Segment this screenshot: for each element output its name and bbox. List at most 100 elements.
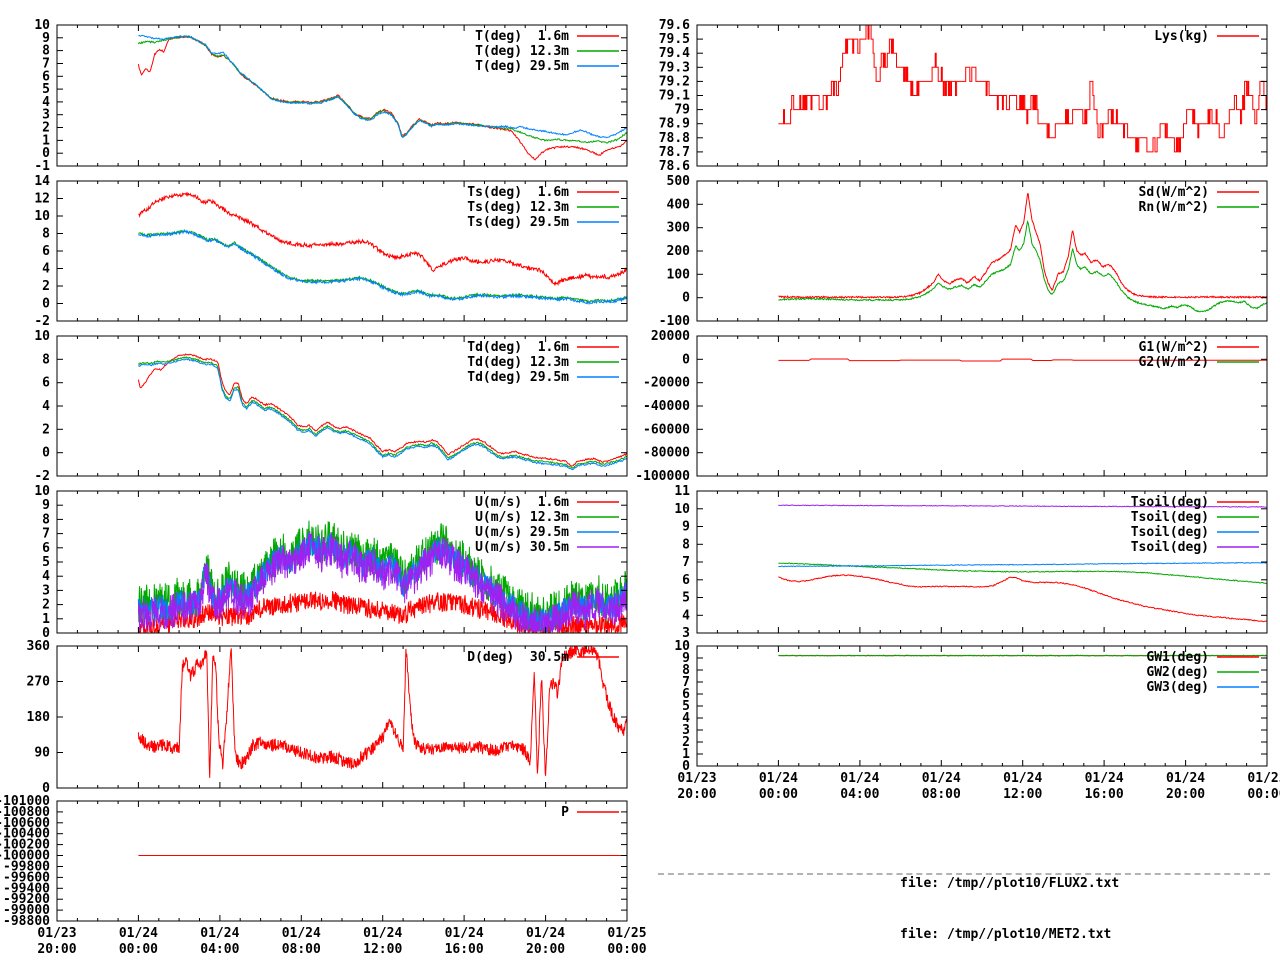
x-tick-label: 01/24 (1085, 771, 1124, 786)
legend-label: P (561, 805, 569, 820)
chart-D: 360 270 180 90 0 D(deg) 30.5m (27, 639, 628, 796)
x-tick-label: 01/24 (1166, 771, 1205, 786)
footer-file-line1: file: /tmp//plot10/FLUX2.txt (900, 876, 1120, 891)
y-tick-label: 10 (34, 329, 50, 344)
y-tick-label: 200 (667, 244, 691, 259)
y-tick-label: 10 (674, 639, 690, 654)
y-tick-label: 8 (42, 227, 50, 242)
y-tick-label: 6 (682, 573, 690, 588)
y-tick-label: 300 (667, 221, 691, 236)
y-tick-label: -101000 (0, 794, 50, 809)
plot-border (696, 24, 1268, 167)
legend-label: T(deg) 29.5m (475, 59, 569, 74)
y-tick-label: 12 (34, 192, 50, 207)
legend-label: GW2(deg) (1146, 665, 1209, 680)
y-tick-label: 400 (667, 197, 691, 212)
y-tick-label: 79.4 (659, 46, 690, 61)
legend-label: Sd(W/m^2) (1139, 185, 1209, 200)
legend-Rad: Sd(W/m^2)Rn(W/m^2) (1139, 185, 1259, 215)
y-tick-label: 5 (42, 555, 50, 570)
legend-label: Rn(W/m^2) (1139, 200, 1209, 215)
x-tick-label: 01/23 (677, 771, 716, 786)
y-tick-label: -60000 (643, 422, 690, 437)
y-tick-label: 4 (682, 711, 690, 726)
chart-Rad: 500 400 300 200 100 0 -100 Sd(W/m^2)Rn(W/m^2) (659, 174, 1268, 329)
y-tick-label: -99600 (3, 870, 50, 885)
x-tick-label: 04:00 (840, 787, 879, 802)
x-tick-label: 08:00 (922, 787, 961, 802)
x-tick-label: 20:00 (37, 942, 76, 957)
legend-U: U(m/s) 1.6mU(m/s) 12.3mU(m/s) 29.5mU(m/s… (475, 495, 619, 555)
y-tick-label: 10 (34, 484, 50, 499)
y-tick-label: 3 (682, 723, 690, 738)
x-tick-label: 01/25 (1247, 771, 1280, 786)
y-tick-label: -1 (34, 159, 50, 174)
legend-label: T(deg) 1.6m (475, 29, 569, 44)
y-tick-label: 0 (42, 146, 50, 161)
y-tick-label: -100200 (0, 838, 50, 853)
x-tick-label: 01/24 (200, 926, 239, 941)
legend-Tsoil: Tsoil(deg)Tsoil(deg)Tsoil(deg)Tsoil(deg) (1131, 495, 1259, 555)
series-line-Td-0 (137, 353, 627, 467)
x-tick-label: 01/23 (37, 926, 76, 941)
legend-label: Td(deg) 12.3m (467, 355, 569, 370)
legend-G: G1(W/m^2)G2(W/m^2) (1139, 340, 1259, 370)
legend-label: U(m/s) 12.3m (475, 510, 569, 525)
y-tick-label: 6 (682, 687, 690, 702)
y-tick-label: 79 (674, 103, 690, 118)
y-tick-label: 0 (42, 626, 50, 641)
y-tick-label: 11 (674, 484, 690, 499)
y-tick-label: 6 (42, 69, 50, 84)
y-tick-label: 100 (667, 267, 691, 282)
y-tick-label: 79.1 (659, 89, 690, 104)
x-tick-label: 01/24 (840, 771, 879, 786)
chart-Lys: 79.679.579.479.379.279.17978.978.878.778… (659, 18, 1268, 174)
series-line-U-3 (137, 531, 627, 633)
series-line-Rad-1 (778, 219, 1267, 313)
y-tick-label: 0 (42, 297, 50, 312)
legend-label: Ts(deg) 12.3m (467, 200, 569, 215)
x-tick-label: 01/24 (526, 926, 565, 941)
y-tick-label: 4 (42, 95, 50, 110)
y-tick-label: 360 (27, 639, 51, 654)
y-tick-label: 78.6 (659, 159, 690, 174)
legend-label: U(m/s) 30.5m (475, 540, 569, 555)
y-tick-label: 2 (42, 422, 50, 437)
legend-label: Tsoil(deg) (1131, 525, 1209, 540)
y-tick-label: 9 (682, 520, 690, 535)
y-tick-label: 78.8 (659, 131, 690, 146)
y-tick-label: 500 (667, 174, 691, 189)
y-tick-label: 0 (42, 446, 50, 461)
y-tick-label: 9 (42, 498, 50, 513)
legend-label: Ts(deg) 1.6m (467, 185, 569, 200)
chart-GW: 10987654321001/2320:0001/2400:0001/2404:… (674, 639, 1280, 802)
y-tick-label: 2 (42, 121, 50, 136)
x-tick-label: 04:00 (200, 942, 239, 957)
series-line-T-2 (138, 34, 627, 139)
x-tick-label: 20:00 (677, 787, 716, 802)
series-line-T-1 (137, 34, 627, 144)
y-tick-label: 9 (42, 31, 50, 46)
y-tick-label: -99000 (3, 903, 50, 918)
y-tick-label: 0 (682, 352, 690, 367)
y-tick-label: 79.6 (659, 18, 690, 33)
y-tick-label: -100000 (635, 469, 690, 484)
legend-label: Td(deg) 29.5m (467, 370, 569, 385)
x-tick-label: 00:00 (607, 942, 646, 957)
legend-D: D(deg) 30.5m (467, 650, 619, 665)
legend-P: P (561, 805, 619, 820)
legend-label: T(deg) 12.3m (475, 44, 569, 59)
footer-file-note: file: /tmp//plot10/FLUX2.txt file: /tmp/… (900, 841, 1119, 960)
y-tick-label: 0 (682, 291, 690, 306)
plot-border (56, 800, 628, 922)
y-tick-label: 8 (682, 663, 690, 678)
legend-label: D(deg) 30.5m (467, 650, 569, 665)
x-tick-label: 20:00 (526, 942, 565, 957)
x-tick-label: 01/25 (607, 926, 646, 941)
x-tick-label: 01/24 (282, 926, 321, 941)
y-tick-label: 7 (42, 57, 50, 72)
y-tick-label: 79.3 (659, 60, 690, 75)
